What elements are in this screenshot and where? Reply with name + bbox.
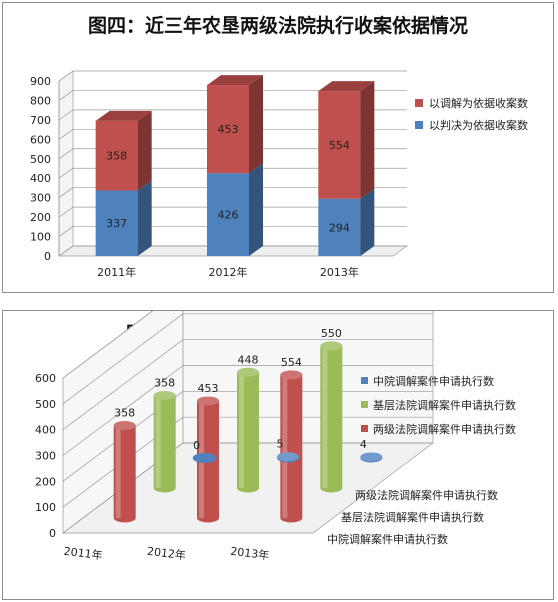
chart-5-cylinder-highlight <box>239 372 244 488</box>
chart-4-bar-front <box>95 190 138 256</box>
chart-5-x-tick: 2013年 <box>230 544 270 563</box>
chart-4-legend-swatch <box>415 99 423 107</box>
chart-5-y-tick: 100 <box>35 501 56 514</box>
chart-4-bar-side <box>137 110 152 191</box>
chart-5-cylinder-disc <box>192 453 217 463</box>
chart-5-data-label: 554 <box>281 356 302 369</box>
chart-5-cylinder-top <box>360 452 383 462</box>
chart-5-data-label: 358 <box>154 377 175 390</box>
chart-5-y-tick: 500 <box>35 398 56 411</box>
chart-4-data-label: 294 <box>329 221 350 234</box>
chart-5-cylinder-top <box>320 341 343 351</box>
chart-4-title: 图四：近三年农垦两级法院执行收案依据情况 <box>87 15 468 37</box>
chart-4-legend-label: 以判决为依据收案数 <box>429 118 528 132</box>
chart-5-data-label: 550 <box>321 327 342 340</box>
chart-4-y-tick: 600 <box>30 133 51 146</box>
chart-5-data-label: 4 <box>360 438 367 451</box>
chart-4-legend-swatch <box>415 121 423 129</box>
chart-4-bar-front <box>318 91 361 199</box>
chart-5-cylinder-top <box>153 391 176 401</box>
chart-5-gridline-side <box>62 311 153 379</box>
chart-4-y-tick: 100 <box>30 231 51 244</box>
chart-5-cylinder-top <box>197 396 219 406</box>
chart-5-cylinder-highlight <box>282 374 288 518</box>
chart-4-y-tick: 200 <box>30 211 51 224</box>
chart-4-x-tick: 2011年 <box>97 265 136 279</box>
chart-4-x-tick: 2012年 <box>209 265 248 279</box>
chart-5-data-label: 448 <box>238 353 259 366</box>
chart-4-y-tick: 900 <box>30 75 51 88</box>
chart-4-data-label: 358 <box>106 150 127 163</box>
chart-5-data-label: 5 <box>277 438 284 451</box>
chart-5-legend-swatch <box>361 401 368 408</box>
chart-4-bar-side <box>137 180 152 256</box>
chart-4-plot: 0 100 200 300 400 500 600 700 800 900 337 358 2011年 4… <box>30 70 528 279</box>
chart-5-gridline-side <box>62 339 184 430</box>
chart-5-data-label: 453 <box>198 382 219 395</box>
chart-5-data-label: 358 <box>114 407 135 420</box>
chart-4-bar-side <box>249 163 263 256</box>
chart-5-cylinder-top <box>237 367 259 377</box>
chart-4-gridline-side <box>58 90 74 101</box>
chart-4-gridline-side <box>58 226 74 237</box>
chart-4-y-tick: 300 <box>30 192 51 205</box>
chart-5-x-tick: 2011年 <box>63 544 103 563</box>
chart-5-legend-swatch <box>361 425 368 432</box>
chart-4-bar-side <box>249 75 263 174</box>
chart-4-bar-front <box>95 120 138 191</box>
chart-5-data-label: 0 <box>193 439 200 452</box>
chart-4-data-label: 453 <box>218 123 239 136</box>
chart-5-y-tick: 0 <box>49 527 56 540</box>
chart-4-data-label: 426 <box>218 209 239 222</box>
chart-5-cylinder-top <box>113 421 136 431</box>
chart-4-bar-side <box>360 81 375 199</box>
chart-5-cylinder-highlight <box>115 425 121 518</box>
chart-4-bar-front <box>318 198 361 256</box>
chart-5-depth-label: 中院调解案件申请执行数 <box>327 532 448 546</box>
chart-4-y-tick: 0 <box>44 250 51 263</box>
chart-4-y-tick: 400 <box>30 172 51 185</box>
chart-5-x-tick: 2012年 <box>146 544 186 563</box>
chart-4-gridline-side <box>58 167 74 179</box>
chart-4-gridline-side <box>58 206 74 218</box>
chart-4-bar-top <box>318 81 375 92</box>
chart-5-y-tick: 200 <box>35 475 56 488</box>
chart-5-legend-label: 两级法院调解案件申请执行数 <box>373 422 516 436</box>
chart-5-depth-label: 基层法院调解案件申请执行数 <box>341 510 484 524</box>
chart-4-bar-top <box>207 75 263 86</box>
chart-5-gridline-side <box>62 365 184 456</box>
chart-5-y-tick: 400 <box>35 424 56 437</box>
chart-4-y-tick: 800 <box>30 94 51 107</box>
chart-4-bar-front <box>207 173 249 256</box>
chart-5-plot: 0 100 200 300 400 500 600 358 453 554 358 448 550 0 5 4… <box>35 311 516 563</box>
chart-4-gridline-side <box>58 129 74 140</box>
chart-5-y-tick: 300 <box>35 450 56 463</box>
chart-4-data-label: 554 <box>329 139 350 152</box>
chart-panel-4: 图四：近三年农垦两级法院执行收案依据情况 0 100 200 300 400 500 600… <box>2 2 554 293</box>
chart-5-cylinder-top <box>280 370 303 380</box>
chart-4-data-label: 337 <box>106 217 127 230</box>
chart-4-x-tick: 2013年 <box>320 265 359 279</box>
chart-5-gridline-side <box>62 313 184 405</box>
chart-5-y-tick: 600 <box>35 372 56 385</box>
chart-5-legend-label: 基层法院调解案件申请执行数 <box>373 398 516 412</box>
chart-4-legend-label: 以调解为依据收案数 <box>429 96 528 110</box>
chart-4-bar-side <box>360 188 375 256</box>
chart-5-cylinder-highlight <box>322 345 328 488</box>
chart-4-gridline-side <box>58 109 74 121</box>
chart-5-legend-swatch <box>361 377 368 384</box>
chart-5-legend-label: 中院调解案件申请执行数 <box>373 374 494 388</box>
chart-4-bar-front <box>207 85 249 174</box>
chart-4-gridline-side <box>58 70 74 82</box>
chart-5-cylinder-highlight <box>155 395 161 488</box>
chart-4-y-tick: 500 <box>30 153 51 166</box>
chart-panel-5: 图五：近三年调解案件申请执行情况 01002003004005006003584… <box>2 310 554 600</box>
chart-4-gridline-side <box>58 245 74 257</box>
chart-4-gridline-side <box>58 148 74 160</box>
chart-4-y-tick: 700 <box>30 114 51 127</box>
chart-4-gridline-side <box>58 187 74 198</box>
chart-5-depth-label: 两级法院调解案件申请执行数 <box>355 488 498 502</box>
chart-5-cylinder-top <box>277 452 299 462</box>
chart-4-bar-top <box>95 110 152 121</box>
